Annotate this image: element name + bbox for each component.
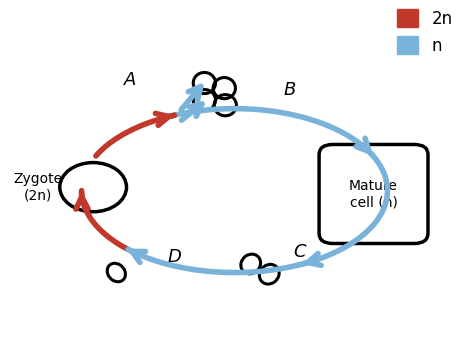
Text: A: A: [124, 70, 136, 88]
Text: Mature
cell (n): Mature cell (n): [349, 179, 398, 209]
Legend: 2n, n: 2n, n: [392, 4, 458, 60]
Text: Zygote
(2n): Zygote (2n): [13, 172, 62, 202]
Text: C: C: [293, 243, 306, 261]
Text: D: D: [167, 248, 181, 266]
Text: B: B: [284, 81, 296, 99]
